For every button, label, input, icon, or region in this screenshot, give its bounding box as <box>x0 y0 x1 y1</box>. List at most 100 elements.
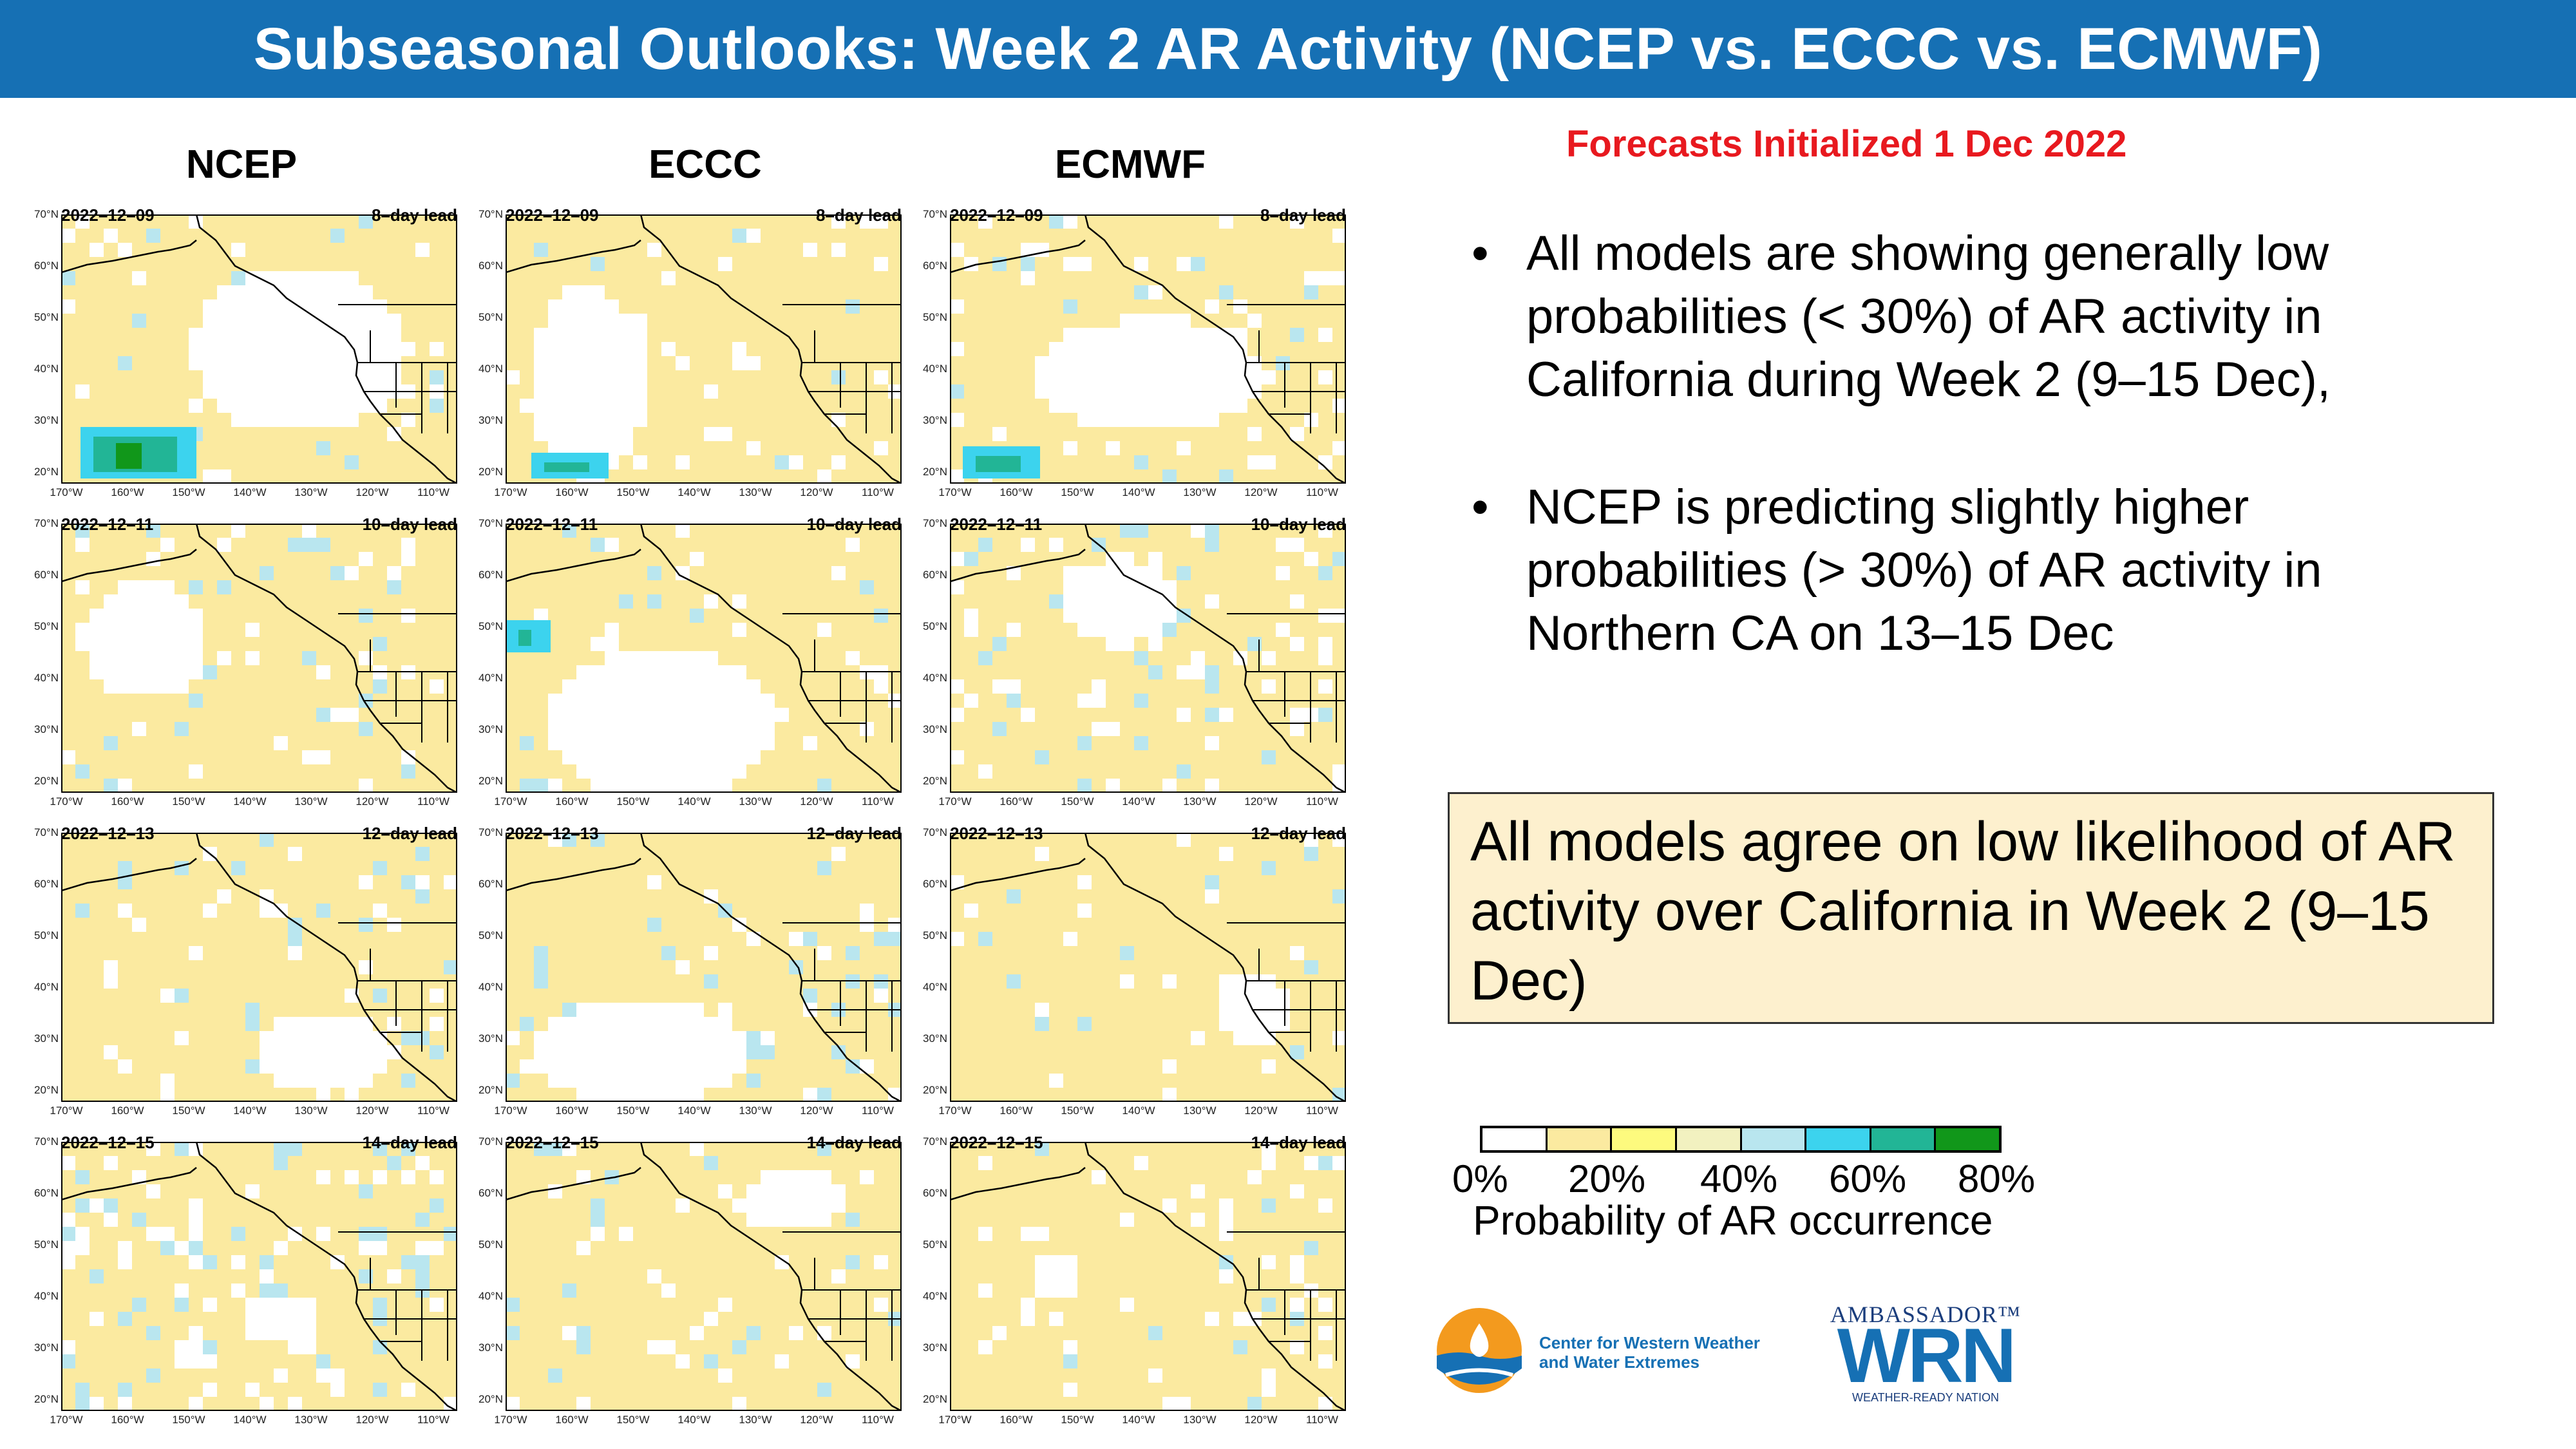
latitude-label: 50°N <box>478 929 503 942</box>
latitude-label: 70°N <box>478 1135 503 1148</box>
longitude-label: 160°W <box>999 486 1033 498</box>
forecast-init-label: Forecasts Initialized 1 Dec 2022 <box>1566 123 2127 165</box>
longitude-label: 150°W <box>172 1414 205 1426</box>
bullet-text: NCEP is predicting slightly higher proba… <box>1526 480 2322 661</box>
longitude-label: 160°W <box>111 795 144 808</box>
bullet-item: • All models are showing generally low p… <box>1472 222 2476 412</box>
map-lead-time: 14–day lead <box>806 1133 902 1152</box>
longitude-label: 150°W <box>1061 1414 1094 1426</box>
longitude-label: 150°W <box>172 486 205 498</box>
longitude-label: 170°W <box>938 1414 972 1426</box>
column-header-ecmwf: ECMWF <box>1054 142 1206 187</box>
forecast-map-eccc: 2022–12–13 12–day lead 70°N 60°N 50°N 40°N 30°… <box>478 824 902 1117</box>
probability-field <box>950 833 1346 1102</box>
legend-swatch <box>1871 1128 1937 1150</box>
latitude-label: 70°N <box>478 208 503 220</box>
latitude-label: 60°N <box>34 260 59 272</box>
longitude-label: 140°W <box>233 1414 267 1426</box>
longitude-label: 120°W <box>800 1414 833 1426</box>
latitude-label: 50°N <box>478 311 503 323</box>
longitude-label: 110°W <box>417 1104 450 1117</box>
map-valid-date: 2022–12–11 <box>61 515 154 534</box>
latitude-label: 60°N <box>478 569 503 581</box>
latitude-label: 40°N <box>478 981 503 993</box>
latitude-label: 40°N <box>34 1290 59 1302</box>
latitude-label: 70°N <box>478 517 503 529</box>
map-lead-time: 8–day lead <box>372 205 457 225</box>
latitude-label: 40°N <box>923 672 947 684</box>
legend-swatch <box>1547 1128 1613 1150</box>
longitude-label: 150°W <box>1061 795 1094 808</box>
map-valid-date: 2022–12–13 <box>61 824 155 843</box>
probability-field <box>506 524 902 793</box>
latitude-label: 70°N <box>34 1135 59 1148</box>
forecast-map-ecmwf: 2022–12–11 10–day lead 70°N 60°N 50°N 40°N 30°… <box>923 515 1346 808</box>
longitude-label: 110°W <box>1306 1414 1338 1426</box>
longitude-label: 120°W <box>355 1104 389 1117</box>
longitude-label: 160°W <box>111 1414 144 1426</box>
latitude-label: 50°N <box>923 929 947 942</box>
map-lead-time: 12–day lead <box>806 824 902 843</box>
bullet-glyph: • <box>1472 226 1489 281</box>
forecast-map-eccc: 2022–12–09 8–day lead 70°N 60°N 50°N 40°N 30°N… <box>478 205 902 498</box>
latitude-label: 50°N <box>34 929 59 942</box>
latitude-label: 40°N <box>923 981 947 993</box>
latitude-label: 60°N <box>34 1187 59 1199</box>
longitude-label: 130°W <box>1183 486 1217 498</box>
probability-field <box>61 833 457 1102</box>
longitude-label: 150°W <box>172 795 205 808</box>
latitude-label: 20°N <box>34 1084 59 1096</box>
map-lead-time: 14–day lead <box>362 1133 457 1152</box>
longitude-label: 110°W <box>417 486 450 498</box>
longitude-label: 110°W <box>1306 1104 1338 1117</box>
longitude-label: 150°W <box>172 1104 205 1117</box>
longitude-label: 170°W <box>50 1414 83 1426</box>
forecast-map-eccc: 2022–12–15 14–day lead 70°N 60°N 50°N 40°N 30°… <box>478 1133 902 1426</box>
map-valid-date: 2022–12–15 <box>950 1133 1043 1152</box>
longitude-label: 120°W <box>1244 486 1278 498</box>
forecast-map-ncep: 2022–12–11 10–day lead 70°N 60°N 50°N 40°N 30°… <box>34 515 457 808</box>
forecast-map-ncep: 2022–12–15 14–day lead 70°N 60°N 50°N 40°N 30°… <box>34 1133 457 1426</box>
slide-title: Subseasonal Outlooks: Week 2 AR Activity… <box>0 0 2576 98</box>
latitude-label: 70°N <box>34 826 59 838</box>
longitude-label: 140°W <box>1122 1414 1155 1426</box>
longitude-label: 130°W <box>739 795 772 808</box>
latitude-label: 70°N <box>923 517 947 529</box>
latitude-label: 20°N <box>478 775 503 787</box>
legend-swatch <box>1482 1128 1548 1150</box>
latitude-label: 40°N <box>478 1290 503 1302</box>
longitude-label: 120°W <box>1244 1104 1278 1117</box>
latitude-label: 40°N <box>478 363 503 375</box>
latitude-label: 20°N <box>34 466 59 478</box>
longitude-label: 130°W <box>294 795 328 808</box>
latitude-label: 20°N <box>34 1393 59 1405</box>
map-lead-time: 14–day lead <box>1251 1133 1346 1152</box>
longitude-label: 170°W <box>494 795 527 808</box>
longitude-label: 120°W <box>355 1414 389 1426</box>
forecast-map-ecmwf: 2022–12–15 14–day lead 70°N 60°N 50°N 40°N 30°… <box>923 1133 1346 1426</box>
latitude-label: 70°N <box>34 208 59 220</box>
longitude-label: 140°W <box>233 486 267 498</box>
longitude-label: 170°W <box>50 1104 83 1117</box>
probability-field <box>950 1142 1346 1411</box>
forecast-map-ncep: 2022–12–09 8–day lead 70°N 60°N 50°N 40°N 30°N… <box>34 205 457 498</box>
latitude-label: 20°N <box>923 1084 947 1096</box>
longitude-label: 130°W <box>1183 1414 1217 1426</box>
column-header-ncep: NCEP <box>185 142 298 187</box>
probability-field <box>950 524 1346 793</box>
wrn-ambassador-text: AMBASSADOR™ <box>1830 1302 2022 1327</box>
latitude-label: 60°N <box>923 1187 947 1199</box>
longitude-label: 130°W <box>294 1104 328 1117</box>
column-header-eccc: ECCC <box>649 142 762 187</box>
latitude-label: 60°N <box>923 260 947 272</box>
longitude-label: 140°W <box>233 1104 267 1117</box>
longitude-label: 170°W <box>50 486 83 498</box>
longitude-label: 160°W <box>999 795 1033 808</box>
latitude-label: 60°N <box>478 878 503 890</box>
longitude-label: 150°W <box>616 486 650 498</box>
longitude-label: 140°W <box>1122 795 1155 808</box>
latitude-label: 30°N <box>923 414 947 426</box>
map-lead-time: 10–day lead <box>806 515 902 534</box>
map-valid-date: 2022–12–13 <box>950 824 1043 843</box>
probability-field <box>506 214 902 484</box>
